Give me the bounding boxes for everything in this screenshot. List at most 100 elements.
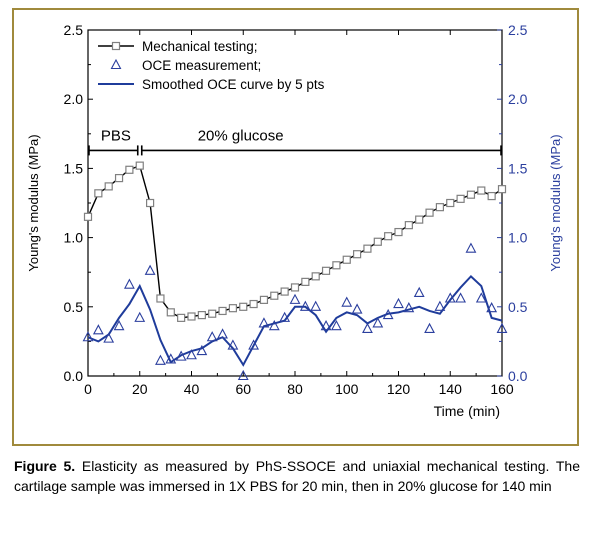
oce-point [206,331,218,342]
x-tick-label: 140 [439,381,463,397]
mechanical-point [487,191,496,201]
annotation-pbs: PBS [101,127,131,144]
mechanical-point [497,185,507,194]
y-tick-label-right: 2.5 [508,22,528,38]
oce-point [196,344,208,356]
y-tick-label-left: 2.5 [64,22,84,38]
legend-mechanical-marker [111,41,121,51]
mechanical-point [156,294,165,303]
oce-point [403,302,415,313]
mechanical-point [290,283,300,292]
mechanical-point [197,311,206,320]
mechanical-point [83,212,93,221]
mechanical-point [177,313,186,322]
mechanical-point [404,221,413,230]
mechanical-point [187,312,196,321]
oce-point [237,369,249,381]
mechanical-point [456,194,465,203]
oce-point [279,311,291,322]
x-tick-label: 0 [84,381,92,397]
oce-point [341,296,353,307]
x-tick-label: 80 [287,381,303,397]
mechanical-point [425,208,434,217]
mechanical-point [394,227,403,237]
mechanical-point [342,255,351,264]
mechanical-point [125,165,134,174]
oce-point [320,320,332,331]
mechanical-point [270,291,279,300]
figure-caption: Figure 5. Elasticity as measured by PhS-… [14,456,580,496]
mechanical-point [311,272,320,281]
oce-point [217,328,228,339]
mechanical-point [94,189,103,198]
oce-point [434,300,446,311]
mechanical-point [435,203,444,212]
oce-point [465,242,477,253]
mechanical-point [208,309,217,318]
x-tick-label: 40 [184,381,200,397]
y-axis-label-right: Young's modulus (MPa) [548,134,563,271]
mechanical-point [332,261,341,270]
y-tick-label-right: 2.0 [508,91,528,107]
oce-point [268,320,280,331]
y-axis-label-left: Young's modulus (MPa) [26,134,41,271]
oce-point [330,320,342,331]
oce-point [351,303,363,314]
mechanical-point [477,186,486,195]
mechanical-point [280,287,289,296]
mechanical-point [415,215,424,224]
mechanical-point [114,173,124,183]
y-tick-label-left: 0.5 [64,299,84,315]
oce-point [444,292,456,303]
y-tick-label-right: 0.0 [508,368,528,384]
annotation-glucose: 20% glucose [198,127,284,144]
mechanical-point [301,277,310,286]
oce-point [123,278,135,289]
x-tick-label: 120 [387,381,411,397]
oce-point [258,317,270,328]
mechanical-point [239,302,248,311]
oce-point [289,293,301,304]
legend-smoothed-label: Smoothed OCE curve by 5 pts [142,77,325,92]
x-axis-label: Time (min) [434,403,500,419]
mechanical-point [353,250,362,259]
mechanical-point [166,308,175,317]
oce-point [92,324,104,335]
oce-point [372,317,384,328]
mechanical-point [249,299,258,309]
oce-point [103,332,115,343]
oce-point [393,297,404,309]
mechanical-point [146,198,155,208]
oce-point [424,322,435,333]
y-tick-label-left: 2.0 [64,91,84,107]
chart: 0.0 0.0 0.5 0.5 1.0 1.0 1.5 1.5 2.0 2.0 2.5 2.5 0 20 4… [26,22,563,419]
mechanical-point [384,232,393,241]
oce-point [186,349,197,360]
y-tick-label-left: 0.0 [64,368,84,384]
oce-point [82,331,94,342]
mechanical-point [363,244,372,253]
mechanical-point [259,295,269,304]
mechanical-point [446,198,455,208]
figure-frame: 0.0 0.0 0.5 0.5 1.0 1.0 1.5 1.5 2.0 2.0 2.5 2.5 0 20 4… [12,8,579,446]
oce-point [134,311,146,322]
oce-point [144,264,156,275]
oce-point [165,353,177,364]
oce-point [455,292,467,303]
x-tick-label: 20 [132,381,148,397]
mechanical-point [466,190,476,199]
oce-point [496,322,508,333]
legend-mechanical-label: Mechanical testing; [142,39,258,54]
oce-point [113,320,125,331]
legend-oce-label: OCE measurement; [142,58,261,73]
oce-point [310,300,322,311]
oce-point [175,350,187,361]
oce-point [475,292,487,303]
oce-point [155,354,166,365]
smoothed-oce-line [87,274,503,367]
oce-point [486,302,498,313]
oce-point [248,339,260,350]
oce-point [382,308,394,320]
caption-label: Figure 5. [14,458,76,474]
x-tick-label: 60 [235,381,251,397]
